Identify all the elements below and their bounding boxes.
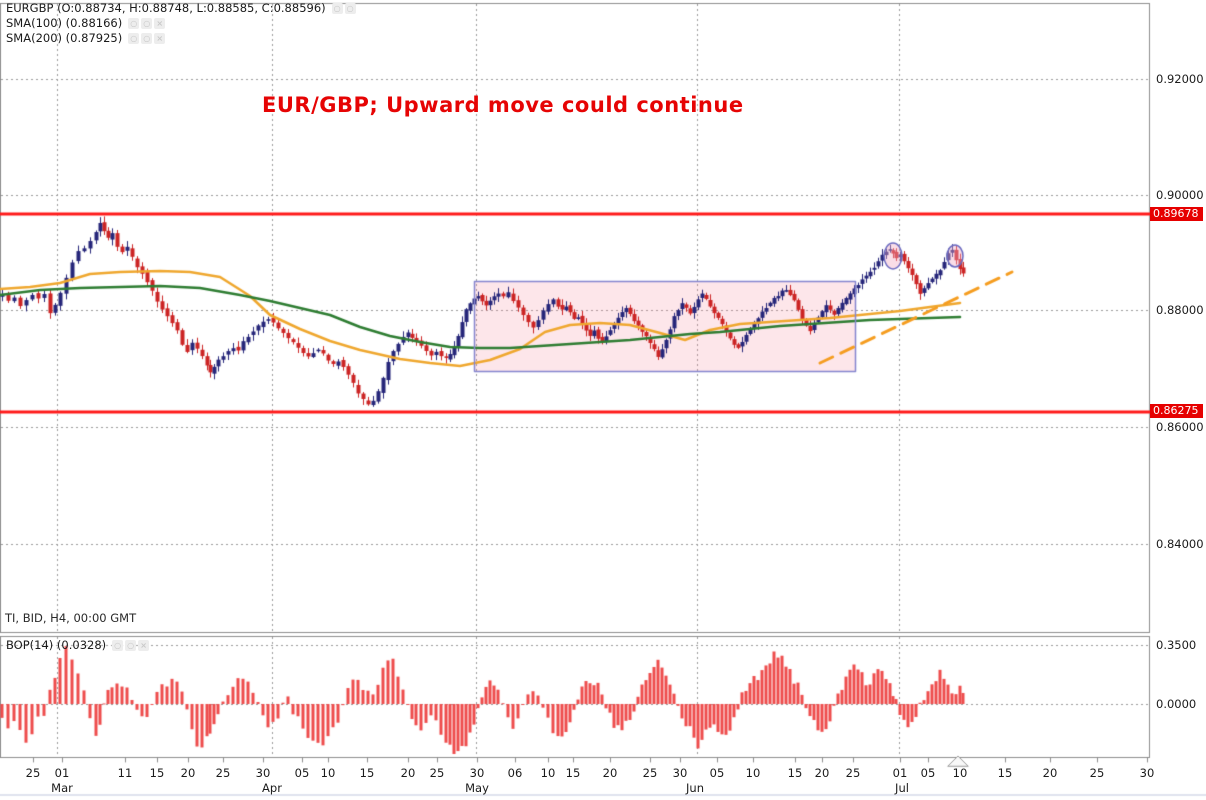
time-axis-tick-label: 25 [845, 766, 861, 780]
time-axis-tick-label: 10 [320, 766, 336, 780]
indicator-settings-icon[interactable]: ○ [128, 18, 140, 29]
time-axis-tick-label: 05 [920, 766, 936, 780]
legend-text-sma200: SMA(200) (0.87925) [6, 31, 123, 45]
time-axis-month-label: May [465, 781, 489, 795]
time-axis-tick-label: 30 [1139, 766, 1155, 780]
time-axis-tick-label: 25 [215, 766, 231, 780]
legend-row-sma200: SMA(200) (0.87925) ○ ○ × [6, 31, 166, 45]
legend-row-symbol: EURGBP (O:0.88734, H:0.88748, L:0.88585,… [6, 2, 356, 15]
indicator-legend: BOP(14) (0.0328) ○ ○ × [6, 638, 150, 652]
time-axis-tick-label: 25 [429, 766, 445, 780]
annotation-title[interactable]: EUR/GBP; Upward move could continue [262, 93, 744, 117]
time-axis-tick-label: 30 [672, 766, 688, 780]
indicator-settings-icon[interactable]: ○ [141, 33, 153, 44]
indicator-settings-icon[interactable]: ○ [112, 640, 124, 651]
time-axis-tick-label: 01 [892, 766, 908, 780]
time-axis-tick-label: 10 [952, 766, 968, 780]
time-axis-month-label: Mar [51, 781, 73, 795]
legend-row-sma100: SMA(100) (0.88166) ○ ○ × [6, 16, 166, 30]
time-axis-tick-label: 30 [255, 766, 271, 780]
time-axis-tick-label: 15 [359, 766, 375, 780]
time-axis-month-label: Apr [262, 781, 282, 795]
time-axis-tick-label: 06 [507, 766, 523, 780]
indicator-settings-icon[interactable]: ○ [125, 640, 137, 651]
time-axis-tick-label: 11 [117, 766, 133, 780]
indicator-settings-icon[interactable]: ○ [128, 33, 140, 44]
indicator-delete-icon[interactable]: × [154, 33, 166, 44]
time-axis-tick-label: 15 [149, 766, 165, 780]
time-axis-tick-label: 20 [602, 766, 618, 780]
time-axis-tick-label: 10 [745, 766, 761, 780]
legend-text-sma100: SMA(100) (0.88166) [6, 16, 123, 30]
time-axis-tick-label: 01 [54, 766, 70, 780]
price-level-badge: 0.86275 [1150, 404, 1203, 418]
time-axis-tick-label: 15 [565, 766, 581, 780]
price-axis-label: 0.90000 [1156, 188, 1204, 202]
time-axis-tick-label: 15 [787, 766, 803, 780]
price-axis-label: 0.86000 [1156, 420, 1204, 434]
chart-status-line: TI, BID, H4, 00:00 GMT [5, 611, 137, 625]
indicator-delete-icon[interactable]: × [138, 640, 150, 651]
time-axis-tick-label: 30 [469, 766, 485, 780]
time-axis-tick-label: 25 [1089, 766, 1105, 780]
time-axis-tick-label: 20 [180, 766, 196, 780]
price-axis-label: 0.88000 [1156, 303, 1204, 317]
legend-text-symbol: EURGBP (O:0.88734, H:0.88748, L:0.88585,… [6, 1, 326, 15]
time-axis-tick-label: 20 [1042, 766, 1058, 780]
time-axis-tick-label: 05 [294, 766, 310, 780]
time-axis-month-label: Jun [686, 781, 704, 795]
price-axis-label: 0.92000 [1156, 72, 1204, 86]
time-axis-month-label: Jul [895, 781, 909, 795]
time-axis-tick-label: 25 [642, 766, 658, 780]
price-level-badge: 0.89678 [1150, 207, 1203, 221]
time-axis-tick-label: 10 [540, 766, 556, 780]
price-axis-label: 0.0000 [1156, 697, 1197, 711]
time-axis-tick-label: 20 [400, 766, 416, 780]
indicator-settings-icon[interactable]: ○ [331, 3, 343, 14]
time-axis-tick-label: 15 [997, 766, 1013, 780]
indicator-settings-icon[interactable]: ○ [344, 3, 356, 14]
indicator-settings-icon[interactable]: ○ [141, 18, 153, 29]
price-axis-label: 0.84000 [1156, 537, 1204, 551]
price-axis-label: 0.3500 [1156, 638, 1197, 652]
time-axis-tick-label: 05 [709, 766, 725, 780]
indicator-label: BOP(14) (0.0328) [6, 638, 107, 652]
time-axis-tick-label: 20 [814, 766, 830, 780]
time-axis-tick-label: 25 [25, 766, 41, 780]
indicator-delete-icon[interactable]: × [154, 18, 166, 29]
